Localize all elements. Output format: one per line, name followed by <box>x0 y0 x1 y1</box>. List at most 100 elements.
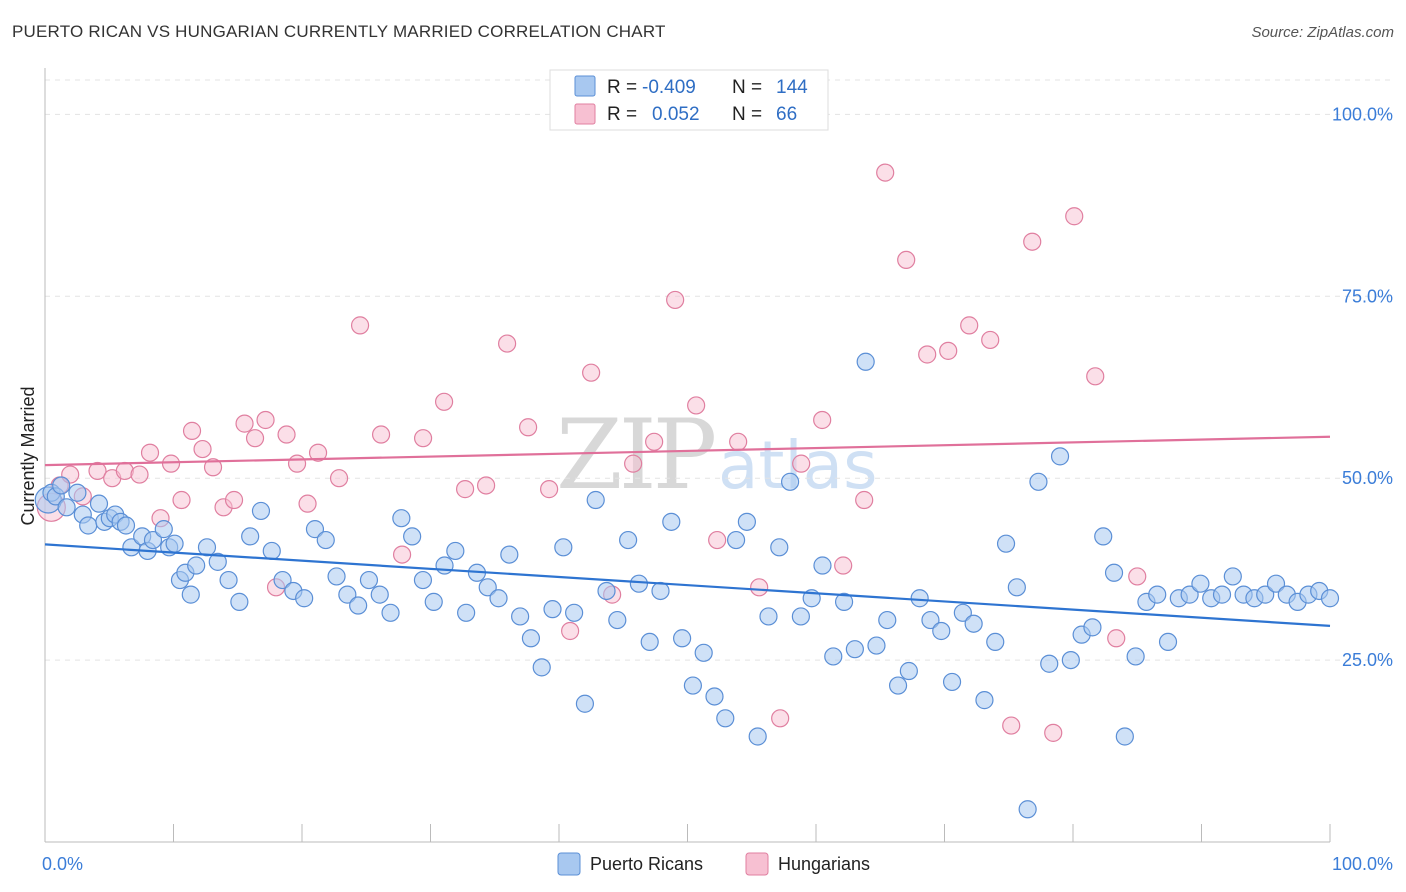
hungarians-point <box>897 250 916 270</box>
puerto-ricans-point <box>370 585 389 604</box>
hungarians-point <box>130 465 149 484</box>
puerto-ricans-point <box>834 592 854 611</box>
hungarians-point <box>666 290 685 310</box>
puerto-ricans-point <box>716 709 735 728</box>
puerto-ricans-point <box>608 610 627 630</box>
puerto-ricans-point <box>1223 567 1242 586</box>
puerto-ricans-trend-line <box>44 543 1331 627</box>
puerto-ricans-point <box>921 610 940 630</box>
chart-title: PUERTO RICAN VS HUNGARIAN CURRENTLY MARR… <box>12 22 666 41</box>
puerto-ricans-point <box>640 632 659 652</box>
grid-lines <box>45 79 1394 661</box>
legend-swatch-puerto-ricans <box>557 852 581 876</box>
puerto-ricans-point <box>845 640 864 659</box>
legend-swatch-hungarians <box>574 103 596 125</box>
puerto-ricans-point <box>575 694 595 713</box>
puerto-ricans-point <box>597 581 616 601</box>
legend-n-value: 66 <box>776 104 797 125</box>
puerto-ricans-point <box>68 483 87 502</box>
hungarians-point <box>413 429 433 448</box>
hungarians-point <box>140 443 160 462</box>
puerto-ricans-point <box>57 498 76 517</box>
puerto-ricans-point <box>565 603 584 622</box>
puerto-ricans-point <box>116 516 136 535</box>
puerto-ricans-point <box>154 520 173 539</box>
puerto-ricans-point <box>181 585 200 604</box>
hungarians-point <box>582 363 601 382</box>
puerto-ricans-point <box>219 570 238 590</box>
puerto-ricans-point <box>651 581 670 601</box>
legend-swatch-puerto-ricans <box>574 75 596 97</box>
puerto-ricans-point <box>392 509 411 528</box>
hungarians-point <box>519 418 538 437</box>
hungarians-point <box>182 421 202 440</box>
hungarians-point <box>729 432 748 451</box>
hungarians-point <box>540 480 559 499</box>
puerto-ricans-point <box>446 541 465 561</box>
legend-r-label: R = <box>607 77 637 98</box>
puerto-ricans-point <box>986 632 1005 652</box>
hungarians-point <box>224 490 244 510</box>
legend-r-label: R = <box>607 104 637 125</box>
puerto-ricans-point <box>197 538 217 557</box>
y-axis-label: Currently Married <box>18 386 38 525</box>
puerto-ricans-point <box>208 552 227 571</box>
puerto-ricans-point <box>705 687 724 706</box>
hungarians-point <box>477 476 496 495</box>
puerto-ricans-point <box>1061 650 1080 670</box>
hungarians-point <box>308 443 328 462</box>
puerto-ricans-point <box>1007 578 1026 597</box>
trend-lines <box>44 435 1331 627</box>
puerto-ricans-point <box>187 556 206 575</box>
hungarians-point <box>960 316 979 335</box>
puerto-ricans-point <box>500 545 519 564</box>
puerto-ricans-point <box>251 501 271 521</box>
legend-n-label: N = <box>732 104 762 125</box>
puerto-ricans-point <box>403 527 422 546</box>
hungarians-point <box>981 330 1000 350</box>
puerto-ricans-point <box>629 574 649 593</box>
puerto-ricans-point <box>910 589 929 608</box>
hungarians-point <box>434 392 454 411</box>
puerto-ricans-point <box>673 629 692 648</box>
puerto-ricans-point <box>737 512 756 531</box>
puerto-ricans-point <box>791 607 810 626</box>
puerto-ricans-point <box>1148 585 1167 604</box>
puerto-ricans-point <box>295 589 314 608</box>
puerto-ricans-point <box>489 589 508 608</box>
puerto-ricans-point <box>1126 647 1145 666</box>
puerto-ricans-point <box>338 585 357 604</box>
hungarians-point <box>834 556 853 575</box>
puerto-ricans-point <box>726 530 746 550</box>
puerto-ricans-point <box>996 534 1016 553</box>
hungarians-point <box>1023 232 1042 251</box>
puerto-ricans-point <box>867 636 886 655</box>
puerto-ricans-point <box>165 534 184 553</box>
puerto-ricans-point <box>932 621 951 641</box>
hungarians-point <box>855 490 874 510</box>
hungarians-point <box>1128 567 1147 586</box>
x-tick-label-end: 100.0% <box>1332 854 1393 874</box>
puerto-ricans-point <box>953 603 972 622</box>
legend-label-hungarians: Hungarians <box>778 854 870 874</box>
puerto-ricans-point <box>1094 527 1113 546</box>
hungarians-point <box>939 341 958 360</box>
hungarians-point <box>561 621 580 641</box>
hungarians-point <box>329 469 349 488</box>
puerto-ricans-point <box>748 727 767 746</box>
hungarians-point <box>876 163 895 182</box>
puerto-ricans-point <box>899 661 918 681</box>
puerto-ricans-point <box>770 538 789 557</box>
puerto-ricans-point <box>554 538 573 557</box>
hungarians-point <box>88 461 107 481</box>
puerto-ricans-point <box>521 629 541 648</box>
puerto-ricans-point <box>241 527 260 546</box>
hungarians-point <box>645 432 664 451</box>
hungarians-point <box>256 410 275 430</box>
correlation-legend: R = -0.409 N = 144 R = 0.052 N = 66 <box>549 69 829 131</box>
hungarians-point <box>455 480 475 499</box>
puerto-ricans-point <box>1040 654 1059 673</box>
puerto-ricans-point <box>262 541 281 561</box>
puerto-ricans-point <box>1115 727 1134 746</box>
hungarians-point <box>1044 723 1063 742</box>
